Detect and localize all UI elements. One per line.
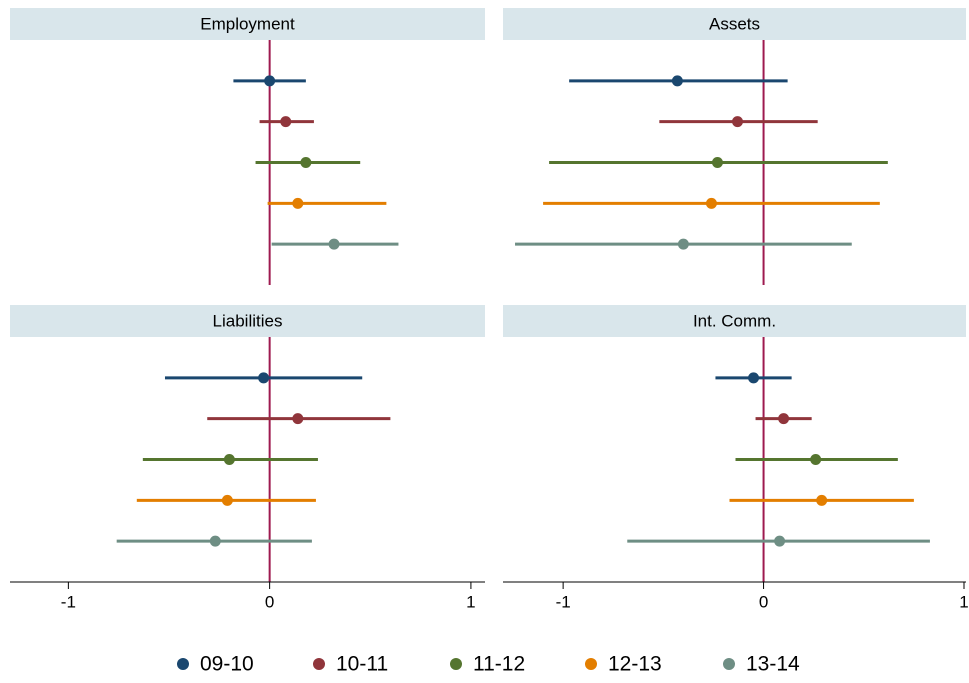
- legend-label: 10-11: [336, 653, 388, 676]
- estimate-point: [328, 238, 340, 250]
- panel-title: Employment: [200, 14, 295, 33]
- panel-header: [10, 305, 485, 337]
- panel-header: [10, 8, 485, 40]
- x-tick-label: 0: [265, 592, 274, 611]
- x-tick-label: 1: [466, 592, 475, 611]
- panel-title: Assets: [709, 14, 760, 33]
- x-tick-label: -1: [61, 592, 76, 611]
- estimate-point: [223, 454, 235, 465]
- estimate-point: [778, 413, 790, 425]
- estimate-point: [280, 116, 292, 128]
- estimate-point: [264, 75, 276, 87]
- panel-title: Int. Comm.: [693, 311, 776, 330]
- legend-label: 12-13: [608, 653, 662, 676]
- estimate-point: [711, 157, 723, 168]
- estimate-point: [705, 197, 717, 209]
- legend-label: 09-10: [200, 653, 254, 676]
- legend-marker: [177, 658, 189, 670]
- estimate-point: [292, 413, 304, 425]
- panel-header: [503, 8, 966, 40]
- estimate-point: [221, 494, 233, 506]
- legend-label: 13-14: [746, 653, 800, 676]
- estimate-point: [810, 454, 822, 465]
- estimate-point: [258, 372, 270, 384]
- x-tick-label: -1: [556, 592, 571, 611]
- x-tick-label: 1: [959, 592, 968, 611]
- panel-header: [503, 305, 966, 337]
- estimate-point: [671, 75, 683, 87]
- estimate-point: [300, 157, 312, 168]
- legend-marker: [585, 658, 597, 670]
- estimate-point: [816, 494, 828, 506]
- estimate-point: [677, 238, 689, 250]
- legend-label: 11-12: [473, 653, 525, 676]
- estimate-point: [748, 372, 760, 384]
- x-tick-label: 0: [759, 592, 768, 611]
- legend-marker: [723, 658, 735, 670]
- estimate-point: [292, 197, 304, 209]
- legend-marker: [450, 658, 462, 670]
- estimate-point: [209, 535, 221, 547]
- estimate-point: [774, 535, 786, 547]
- estimate-point: [732, 116, 744, 128]
- legend-marker: [313, 658, 325, 670]
- panel-title: Liabilities: [213, 311, 283, 330]
